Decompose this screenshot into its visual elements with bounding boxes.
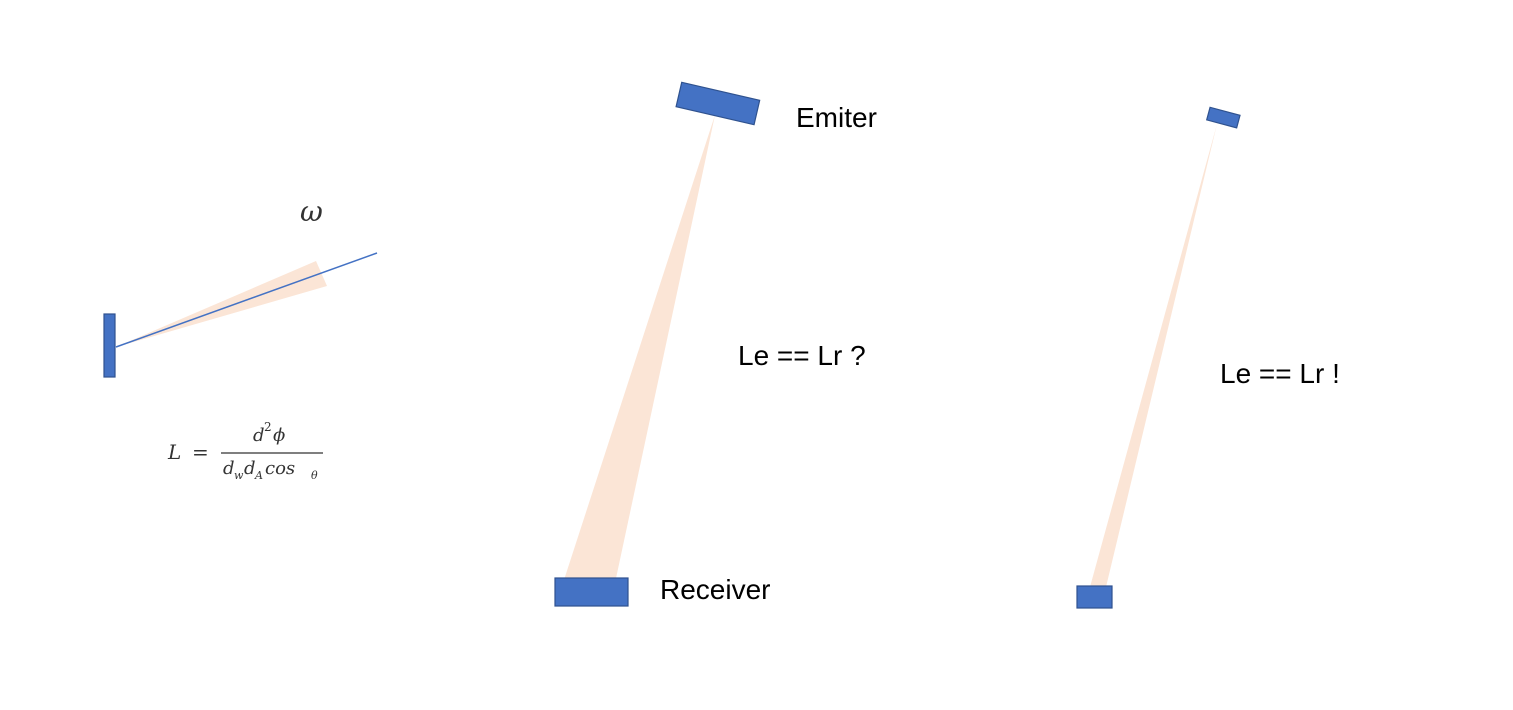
formula-equals: = — [192, 440, 209, 464]
light-beam-wide — [563, 115, 715, 583]
radiance-formula: L = d 2 ϕ d w d A cos θ — [167, 420, 323, 482]
panel-right: Le == Lr ! — [1076, 106, 1340, 609]
solid-angle-cone — [116, 261, 327, 347]
formula-den-sub-a: A — [254, 469, 263, 482]
statement-label: Le == Lr ! — [1220, 358, 1340, 389]
surface-patch — [103, 313, 116, 378]
receiver-patch — [554, 577, 629, 607]
formula-num-exp: 2 — [264, 420, 272, 434]
formula-lhs: L — [167, 440, 181, 464]
direction-ray — [115, 252, 378, 348]
light-beam-narrow — [1090, 124, 1217, 587]
emitter-label: Emiter — [796, 102, 877, 133]
omega-symbol: ω — [300, 195, 323, 228]
question-label: Le == Lr ? — [738, 340, 866, 371]
panel-left: ω L = d 2 ϕ d w d A cos θ — [103, 195, 378, 482]
formula-den-sub-theta: θ — [311, 469, 318, 482]
formula-den-d2: d — [244, 458, 256, 479]
small-receiver-patch — [1076, 585, 1113, 609]
small-emitter-patch — [1205, 106, 1241, 129]
formula-den-d1: d — [223, 458, 235, 479]
panel-middle: Emiter Receiver Le == Lr ? — [554, 81, 877, 607]
formula-num-d: d — [253, 425, 265, 446]
formula-den-sub-w: w — [234, 469, 244, 482]
formula-num-phi: ϕ — [273, 425, 285, 446]
formula-den-cos: cos — [265, 458, 295, 479]
receiver-label: Receiver — [660, 574, 770, 605]
emitter-patch — [675, 81, 761, 126]
